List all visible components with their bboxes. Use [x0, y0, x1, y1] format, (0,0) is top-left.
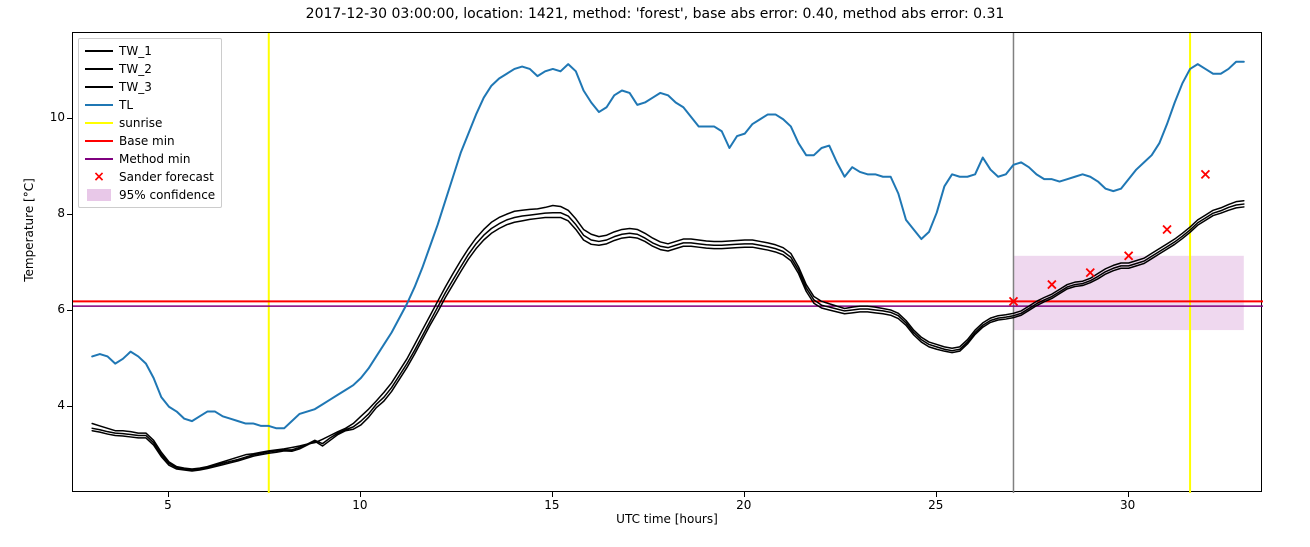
legend-item: TW_1 [85, 42, 215, 60]
legend-item: TL [85, 96, 215, 114]
legend-swatch [85, 187, 113, 203]
x-axis-label: UTC time [hours] [72, 512, 1262, 526]
legend-label: TW_1 [119, 44, 152, 58]
legend-item: Method min [85, 150, 215, 168]
legend-label: Method min [119, 152, 190, 166]
legend-item: 95% confidence [85, 186, 215, 204]
plot-svg [73, 33, 1263, 493]
legend-item: TW_3 [85, 78, 215, 96]
legend-label: TW_3 [119, 80, 152, 94]
x-tick-label: 20 [729, 498, 759, 512]
legend-swatch [85, 97, 113, 113]
y-tick-label: 6 [37, 302, 65, 316]
legend-item: × Sander forecast [85, 168, 215, 186]
legend-swatch: × [85, 169, 113, 185]
x-tick-label: 5 [153, 498, 183, 512]
legend-swatch [85, 133, 113, 149]
legend: TW_1 TW_2 TW_3 TL sunrise Base min Method min ×… [78, 38, 222, 208]
x-tick-label: 30 [1113, 498, 1143, 512]
y-tick-label: 8 [37, 206, 65, 220]
legend-swatch [85, 79, 113, 95]
legend-item: TW_2 [85, 60, 215, 78]
legend-item: Base min [85, 132, 215, 150]
legend-label: Sander forecast [119, 170, 214, 184]
x-tick-label: 15 [537, 498, 567, 512]
x-tick-label: 10 [345, 498, 375, 512]
legend-swatch [85, 151, 113, 167]
legend-label: 95% confidence [119, 188, 215, 202]
axes-area [72, 32, 1262, 492]
figure: 2017-12-30 03:00:00, location: 1421, met… [0, 0, 1310, 547]
y-tick-label: 4 [37, 398, 65, 412]
y-axis-label: Temperature [°C] [22, 80, 36, 380]
chart-title: 2017-12-30 03:00:00, location: 1421, met… [0, 6, 1310, 22]
y-tick-label: 10 [37, 110, 65, 124]
legend-swatch [85, 115, 113, 131]
legend-label: sunrise [119, 116, 162, 130]
legend-label: TW_2 [119, 62, 152, 76]
legend-swatch [85, 43, 113, 59]
legend-label: Base min [119, 134, 175, 148]
x-tick-label: 25 [921, 498, 951, 512]
legend-item: sunrise [85, 114, 215, 132]
legend-label: TL [119, 98, 133, 112]
legend-swatch [85, 61, 113, 77]
